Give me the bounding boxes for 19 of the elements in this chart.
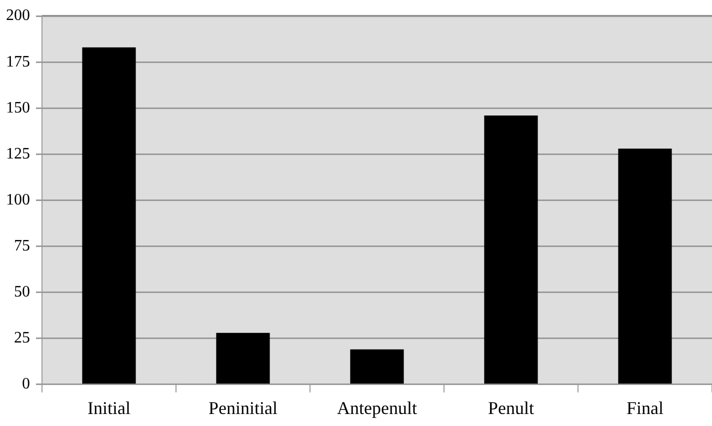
bar — [618, 148, 672, 384]
x-tick-label: Initial — [88, 398, 130, 418]
y-tick-label: 0 — [22, 376, 30, 393]
y-tick-label: 75 — [14, 237, 30, 254]
y-tick-label: 25 — [14, 330, 30, 347]
x-tick-label: Peninitial — [208, 398, 278, 418]
x-tick-label: Final — [626, 398, 664, 418]
bar — [82, 47, 136, 384]
x-tick-label: Penult — [488, 398, 534, 418]
x-tick-label: Antepenult — [337, 398, 417, 418]
bar — [484, 115, 538, 384]
y-tick-label: 100 — [6, 191, 30, 208]
y-tick-label: 200 — [6, 7, 30, 24]
y-tick-label: 175 — [6, 53, 30, 70]
bar — [350, 349, 404, 384]
y-tick-label: 125 — [6, 145, 30, 162]
y-tick-label: 150 — [6, 99, 30, 116]
y-tick-label: 50 — [14, 284, 30, 301]
bar — [216, 332, 270, 384]
